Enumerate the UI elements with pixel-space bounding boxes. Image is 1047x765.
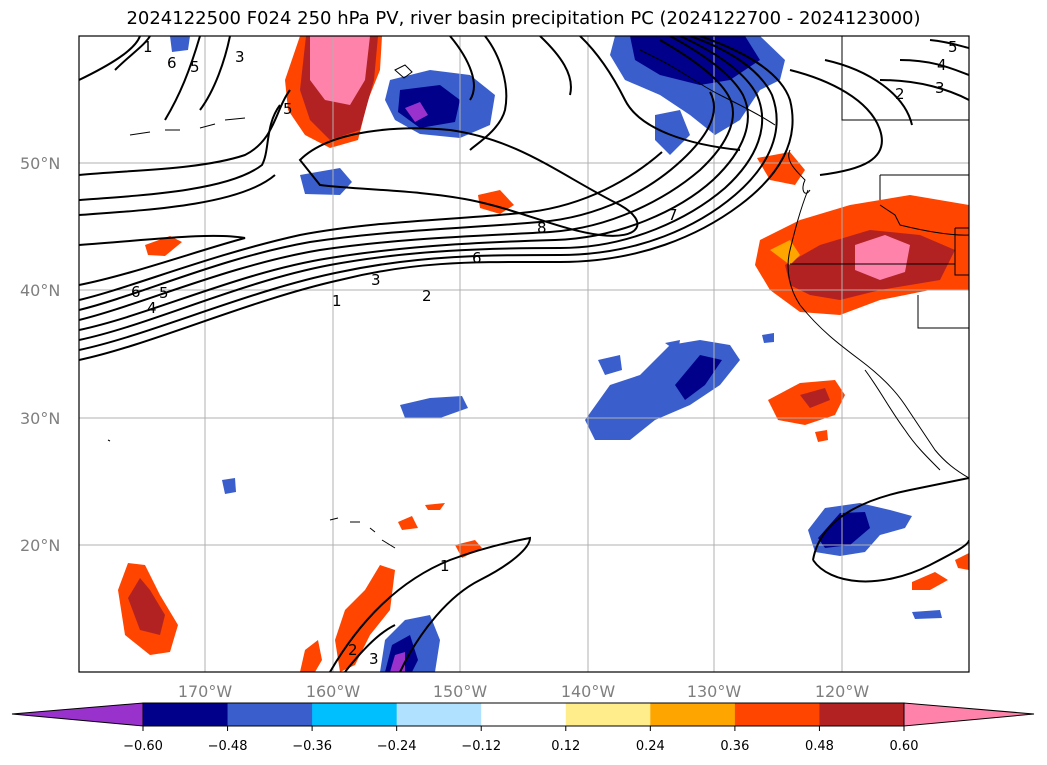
colorbar-tick-label: −0.36: [292, 739, 332, 754]
colorbar-tick-label: 0.36: [720, 739, 749, 754]
contour-label: 3: [935, 79, 945, 97]
map-title: 2024122500 F024 250 hPa PV, river basin …: [126, 8, 921, 29]
colorbar-segment: [396, 703, 482, 726]
contour-label: 5: [948, 38, 958, 56]
colorbar-tick-label: 0.48: [805, 739, 834, 754]
lat-label: 50°N: [20, 154, 60, 173]
colorbar-segment: [565, 703, 651, 726]
colorbar-segment: [819, 703, 905, 726]
contour-label: 2: [895, 85, 905, 103]
colorbar-segment: [227, 703, 313, 726]
colorbar-tick-label: 0.60: [890, 739, 919, 754]
contour-label: 1: [143, 38, 153, 56]
contour-label: 6: [131, 283, 141, 301]
lon-label: 150°W: [433, 682, 488, 701]
colorbar-tick-label: 0.24: [636, 739, 665, 754]
plot-frame: [78, 35, 970, 673]
colorbar-segment: [650, 703, 736, 726]
contour-label: 2: [348, 641, 358, 659]
colorbar-segment: [143, 703, 229, 726]
colorbar-segment: [734, 703, 820, 726]
contour-label: 6: [167, 54, 177, 72]
colorbar-tick-label: 0.12: [551, 739, 580, 754]
contour-label: 2: [422, 287, 432, 305]
colorbar: −0.60 −0.48 −0.36 −0.24 −0.12 0.12 0.24 0.36 0.4…: [11, 702, 1035, 754]
lat-label: 20°N: [20, 536, 60, 555]
contour-label: 3: [371, 271, 381, 289]
contour-label: 6: [472, 249, 482, 267]
lon-label: 130°W: [687, 682, 742, 701]
colorbar-tick-label: −0.60: [123, 739, 163, 754]
contour-label: 5: [190, 58, 200, 76]
contour-label: 4: [937, 56, 947, 74]
coastlines: [107, 36, 969, 549]
contour-label: 1: [440, 557, 450, 575]
pv-contours: [79, 36, 969, 672]
lat-label: 30°N: [20, 409, 60, 428]
precip-negative-region: [585, 340, 740, 440]
lon-label: 160°W: [306, 682, 361, 701]
contour-label: 1: [332, 292, 342, 310]
contour-label: 8: [537, 219, 547, 237]
colorbar-segment: [312, 703, 398, 726]
contour-label: 7: [668, 206, 678, 224]
precip-fills: [118, 36, 969, 672]
lon-label: 120°W: [815, 682, 870, 701]
contour-label: 3: [235, 48, 245, 66]
lat-label: 40°N: [20, 281, 60, 300]
colorbar-segment: [481, 703, 567, 726]
graticule: [79, 36, 969, 672]
longitude-labels: 170°W 160°W 150°W 140°W 130°W 120°W: [178, 682, 870, 701]
plot-area: 1 6 5 3 5 8 7 6 3 2 1 6 5 4 2 4 3 5 2 3 …: [79, 36, 969, 672]
colorbar-tick-label: −0.12: [461, 739, 501, 754]
colorbar-tick-label: −0.48: [208, 739, 248, 754]
contour-label: 5: [159, 284, 169, 302]
contour-labels: 1 6 5 3 5 8 7 6 3 2 1 6 5 4 2 4 3 5 2 3 …: [131, 38, 958, 668]
lon-label: 170°W: [178, 682, 233, 701]
colorbar-extend-low: [12, 703, 143, 726]
contour-label: 5: [283, 100, 293, 118]
lon-label: 140°W: [561, 682, 616, 701]
contour-label: 4: [147, 299, 157, 317]
colorbar-tick-label: −0.24: [377, 739, 417, 754]
latitude-labels: 50°N 40°N 30°N 20°N: [20, 154, 60, 555]
contour-label: 3: [369, 650, 379, 668]
colorbar-extend-high: [904, 703, 1034, 726]
